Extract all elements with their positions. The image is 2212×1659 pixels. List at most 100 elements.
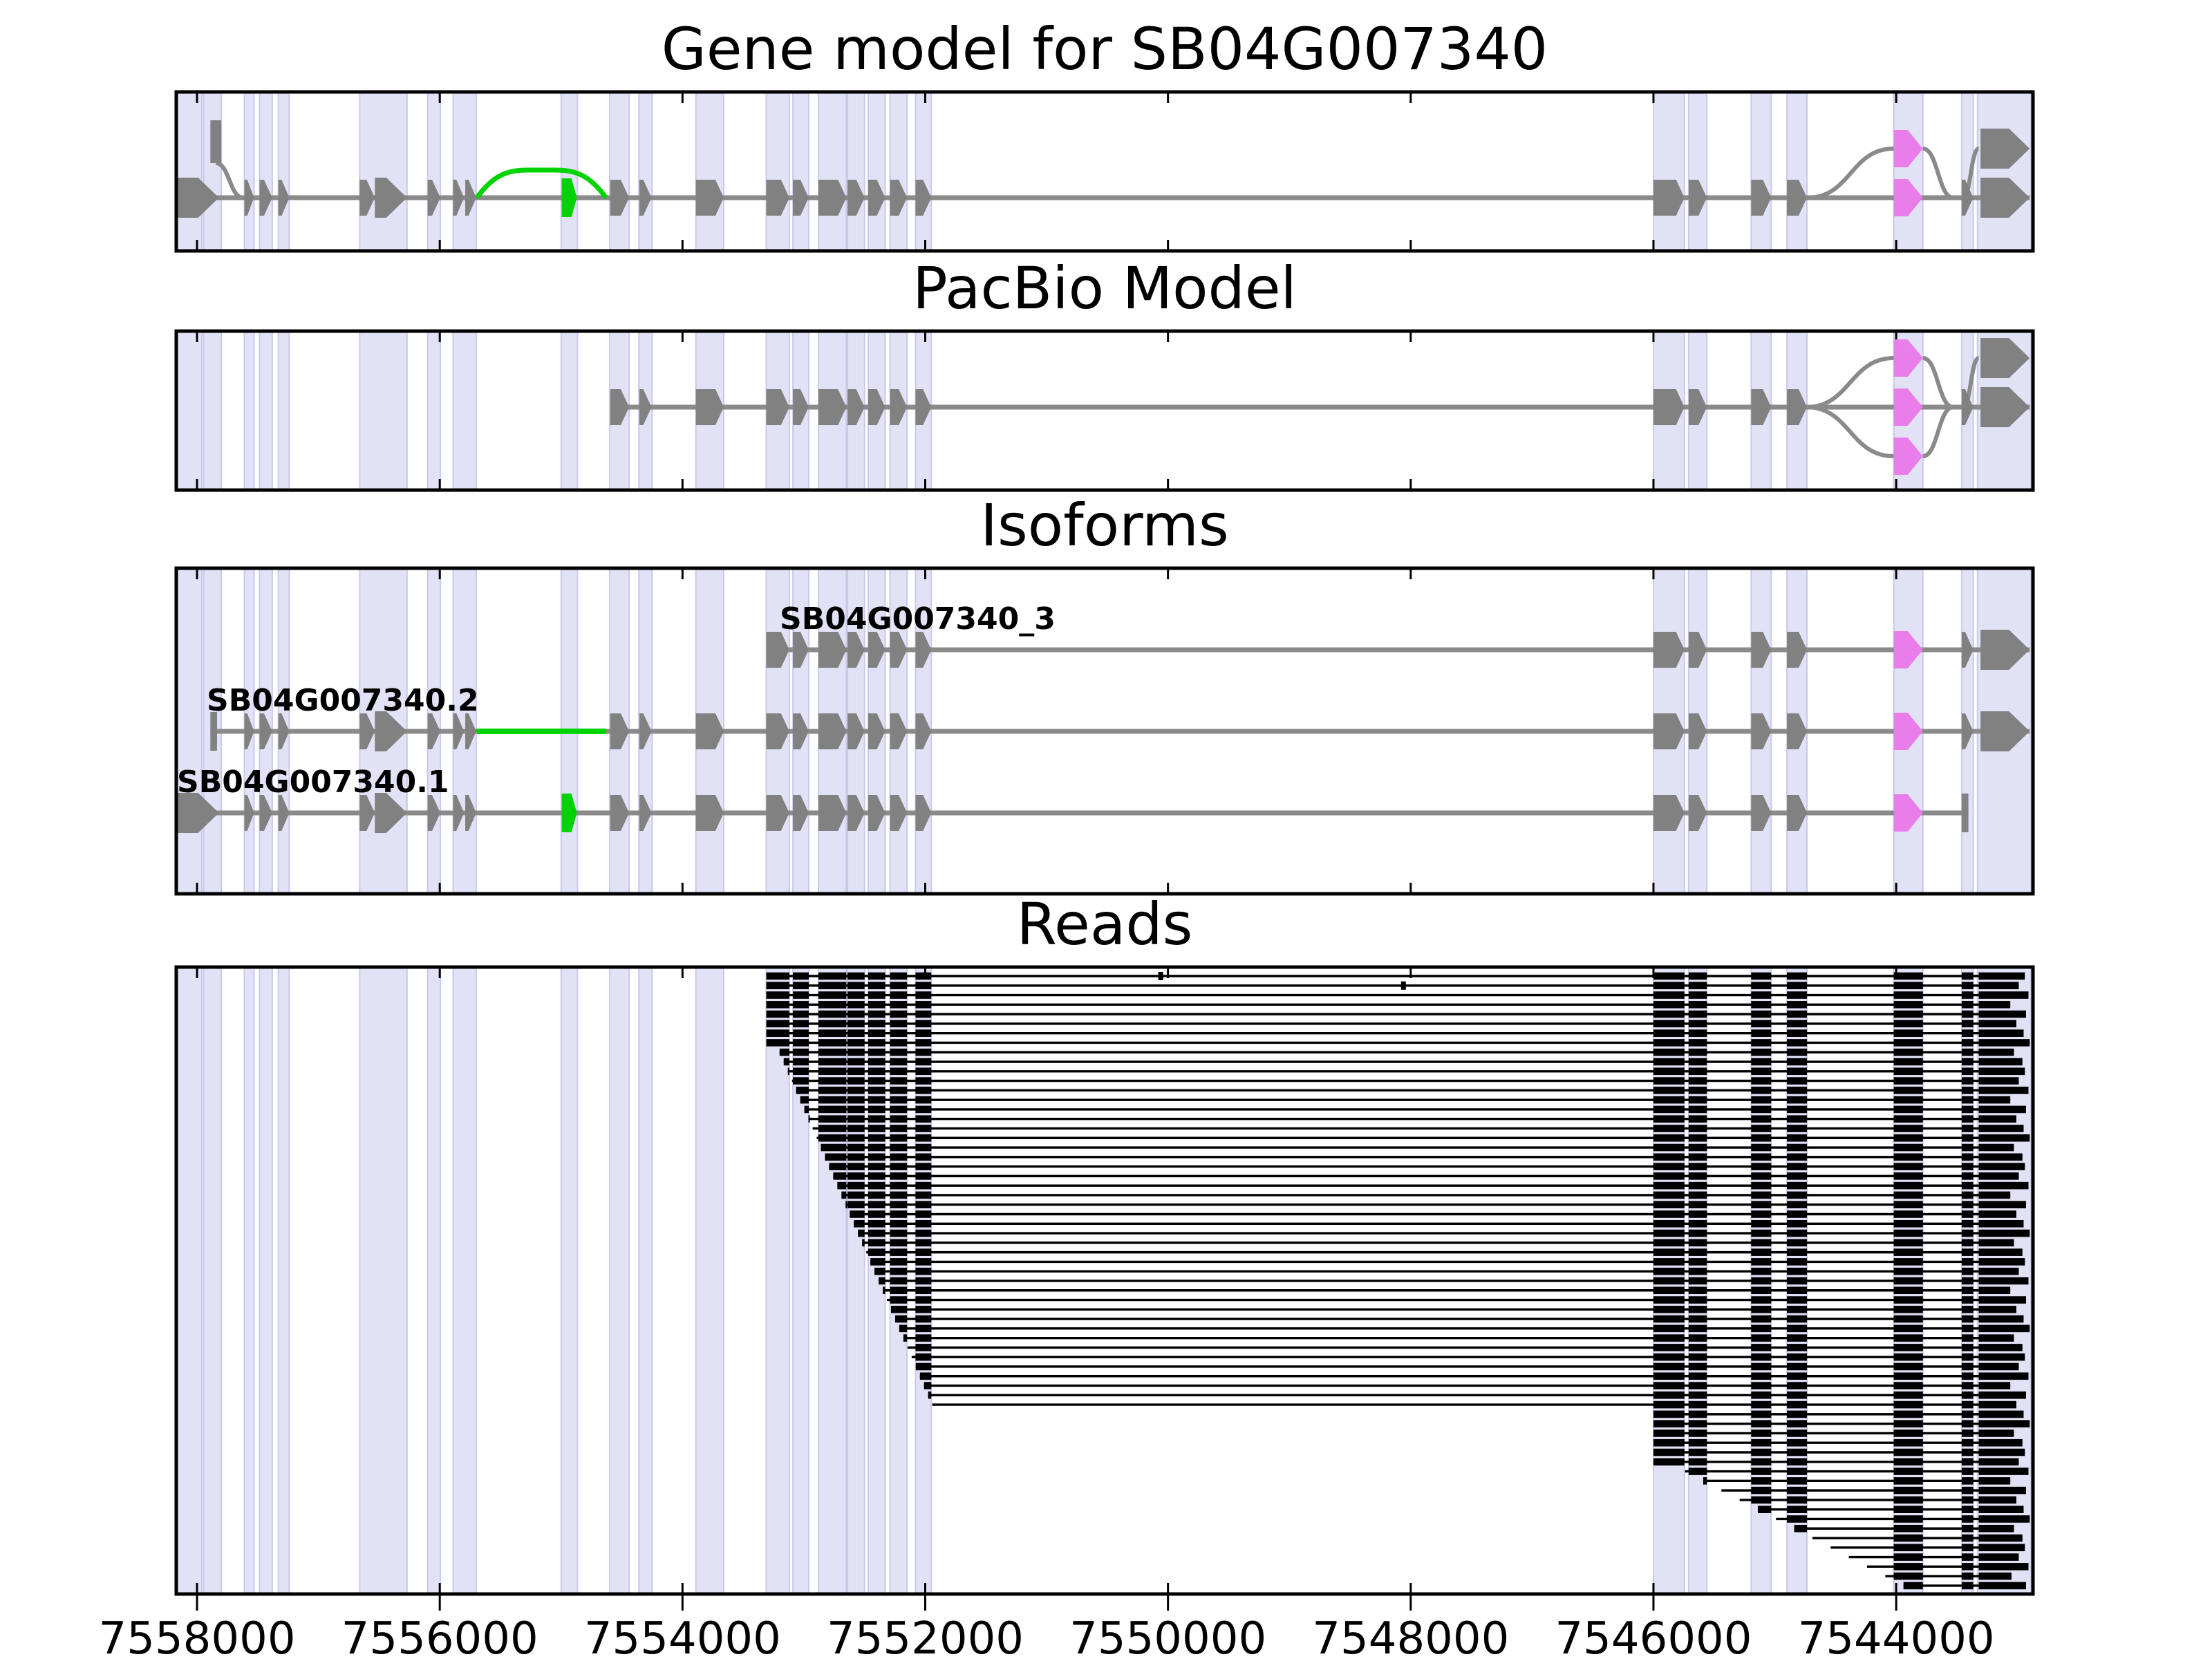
read-exon-block (847, 1058, 865, 1066)
read-exon-block (1961, 1163, 1974, 1170)
read-exon-block (890, 1219, 908, 1228)
read-exon-block (1653, 1096, 1685, 1104)
read-exon-block (1751, 1239, 1772, 1247)
read-exon-block (1978, 1248, 2023, 1256)
read-exon-block (1688, 1391, 1707, 1399)
read-exon-block (915, 1087, 932, 1094)
read-exon-block (1653, 1172, 1685, 1180)
read-row (1812, 1534, 2023, 1542)
read-exon-block (1653, 1286, 1685, 1295)
exon-C6-up (1980, 338, 2030, 378)
read-exon-block (1978, 1362, 2019, 1371)
exon-B9 (890, 389, 908, 425)
read-exon-block (766, 1029, 789, 1037)
read-exon-block (1688, 1229, 1707, 1237)
read-row (1653, 1448, 2025, 1456)
read-exon-block (1751, 1438, 1772, 1447)
read-exon-block (1893, 1067, 1923, 1076)
exon-A4 (278, 713, 290, 749)
highlight-band (765, 966, 790, 1595)
read-exon-block (1893, 1524, 1923, 1533)
read-exon-block (1978, 1039, 2030, 1047)
read-exon-block (1893, 1458, 1923, 1466)
read-exon-block (1688, 1468, 1707, 1475)
read-row (862, 1239, 2014, 1247)
read-row (850, 1210, 2016, 1218)
read-exon-block (870, 1258, 885, 1266)
read-exon-block (890, 1286, 908, 1295)
read-exon-block (1653, 1267, 1685, 1275)
exon-B1 (610, 713, 630, 749)
read-exon-block (1751, 1048, 1772, 1056)
read-exon-block (919, 1372, 932, 1380)
read-exon-block (1787, 1468, 1808, 1475)
read-exon-block (818, 1115, 847, 1123)
read-exon-block (915, 1258, 932, 1266)
exon-B8 (868, 795, 885, 831)
read-exon-block (1961, 1372, 1974, 1380)
read-exon-block (868, 1248, 885, 1256)
read-exon-block (766, 991, 789, 999)
read-exon-block (1961, 1125, 1974, 1132)
read-exon-block (1893, 1125, 1923, 1132)
read-exon-block (1688, 1163, 1707, 1170)
read-exon-block (1787, 1087, 1808, 1094)
read-exon-block (847, 1125, 865, 1132)
read-exon-block (796, 1087, 809, 1094)
read-exon-block (1978, 1087, 2029, 1094)
read-exon-block (1653, 1362, 1685, 1371)
read-exon-block (1978, 1486, 2026, 1494)
exon-B4 (766, 713, 789, 749)
exon-A2 (244, 180, 254, 216)
read-exon-block (915, 1163, 932, 1170)
read-exon-block (1751, 1210, 1772, 1218)
read-exon-block (890, 1181, 908, 1190)
read-row (854, 1219, 2024, 1228)
read-exon-block (1961, 1315, 1974, 1323)
read-exon-block (1978, 1163, 2025, 1170)
read-exon-block (793, 1077, 809, 1085)
highlight-band (452, 966, 477, 1595)
read-exon-block (915, 972, 932, 980)
read-exon-block (793, 1048, 809, 1056)
read-exon-block (1961, 1344, 1974, 1351)
read-exon-block (868, 1134, 885, 1142)
exon-A7 (427, 713, 441, 749)
read-exon-block (847, 982, 865, 990)
read-exon-block (890, 1029, 908, 1037)
read-exon-block (1961, 1267, 1974, 1275)
read-exon-block (1787, 1134, 1808, 1142)
exon-B3 (695, 713, 724, 749)
highlight-band (560, 966, 579, 1595)
read-exon-block (1787, 1058, 1808, 1066)
highlight-band (359, 330, 408, 491)
read-exon-block (847, 1067, 865, 1076)
read-exon-block (1688, 972, 1707, 980)
exon-EB1 (1961, 794, 1969, 832)
read-exon-block (1893, 1258, 1923, 1266)
read-exon-block (1893, 1544, 1923, 1552)
highlight-band (203, 330, 223, 491)
exon-B10 (915, 389, 932, 425)
read-exon-block (1751, 1382, 1772, 1389)
read-exon-block (1688, 1277, 1707, 1285)
highlight-band (560, 330, 579, 491)
read-exon-block (1751, 1344, 1772, 1351)
highlight-band (176, 330, 203, 491)
read-exon-block (1961, 1391, 1974, 1399)
exon-A8 (453, 795, 465, 831)
read-exon-block (1787, 1258, 1808, 1266)
read-exon-block (847, 972, 865, 980)
read-exon-block (818, 1001, 847, 1009)
read-exon-block (1978, 1553, 2019, 1561)
exon-B7 (847, 389, 865, 425)
read-exon-block (1961, 1306, 1974, 1313)
read-exon-block (1893, 1344, 1923, 1351)
read-exon-block (1787, 1315, 1808, 1323)
read-exon-block (1978, 1344, 2023, 1351)
read-exon-block (1688, 1334, 1707, 1342)
exon-B9 (890, 795, 908, 831)
read-exon-block (1893, 1334, 1923, 1342)
splice-curve (1807, 147, 1894, 200)
read-exon-block (915, 1229, 932, 1237)
